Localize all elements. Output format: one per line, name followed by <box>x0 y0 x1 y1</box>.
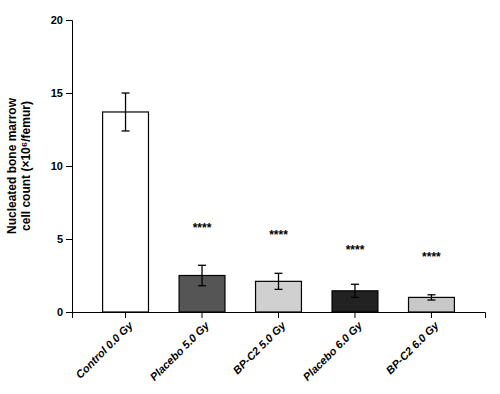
error-bar-cap <box>122 130 130 131</box>
tick: Placebo 6.0 Gy <box>300 312 364 383</box>
error-bar-stem <box>278 273 279 289</box>
error-bar-stem <box>431 295 432 300</box>
error-bar-cap <box>351 297 359 298</box>
y-axis-title-line: Nucleated bone marrow <box>5 97 19 234</box>
tick: 5 <box>57 233 72 245</box>
error-bar-cap <box>427 294 435 295</box>
tick-mark <box>66 93 72 94</box>
tick-mark <box>125 312 126 318</box>
bar <box>103 112 149 312</box>
error-bar-cap <box>198 285 206 286</box>
error-bar <box>351 284 359 297</box>
tick-mark <box>202 312 203 318</box>
x-axis: Control 0.0 GyPlacebo 5.0 Gy BP-C2 5.0 Gy… <box>73 312 486 383</box>
tick: 20 <box>51 14 72 26</box>
tick-label: 10 <box>51 160 63 172</box>
bar <box>409 297 455 312</box>
tick: Control 0.0 Gy <box>73 312 135 381</box>
error-bar-cap <box>122 92 130 93</box>
tick-mark <box>431 312 432 318</box>
tick-label: 5 <box>57 233 63 245</box>
error-bar <box>198 265 206 285</box>
error-bar-stem <box>201 265 202 285</box>
error-bar <box>427 295 435 300</box>
tick-label: Placebo 5.0 Gy <box>148 318 212 382</box>
tick-mark <box>66 312 72 313</box>
tick-mark <box>66 20 72 21</box>
tick-mark <box>66 239 72 240</box>
y-axis-title-line: cell count (×10⁶/femur) <box>19 101 33 231</box>
significance-label: **** <box>193 221 212 235</box>
tick: BP-C2 5.0 Gy <box>230 312 288 376</box>
tick-mark <box>66 166 72 167</box>
error-bar-stem <box>354 284 355 297</box>
tick: Placebo 5.0 Gy <box>148 312 212 383</box>
y-axis: 0 5 10 15 20 <box>51 14 73 318</box>
tick: 0 <box>57 306 72 318</box>
significance-label: **** <box>422 250 441 264</box>
tick-label: Placebo 6.0 Gy <box>300 318 364 382</box>
error-bar-cap <box>275 273 283 274</box>
tick-mark <box>354 312 355 318</box>
marks <box>103 93 455 312</box>
chart: 0 5 10 15 20 Control 0.0 GyPlacebo 5.0 Gy BP-C… <box>0 0 500 394</box>
significance-label: **** <box>346 243 365 257</box>
tick-label: 20 <box>51 14 63 26</box>
tick-label: BP-C2 5.0 Gy <box>230 318 288 376</box>
significance-label: **** <box>269 228 288 242</box>
error-bar <box>122 93 130 131</box>
tick-label: Control 0.0 Gy <box>73 318 135 380</box>
annotations: **** **** **** **** <box>193 221 441 264</box>
error-bar-cap <box>351 284 359 285</box>
tick-mark <box>278 312 279 318</box>
axis-line <box>66 21 73 313</box>
axis-line <box>73 313 486 319</box>
tick: BP-C2 6.0 Gy <box>383 312 441 376</box>
error-bar-cap <box>427 299 435 300</box>
plot: 0 5 10 15 20 Control 0.0 GyPlacebo 5.0 Gy BP-C… <box>51 14 486 383</box>
tick: 15 <box>51 87 72 99</box>
error-bar <box>275 273 283 289</box>
error-bar-stem <box>125 93 126 131</box>
y-axis-title: Nucleated bone marrowcell count (×10⁶/fe… <box>5 97 33 234</box>
error-bar-cap <box>275 289 283 290</box>
error-bar-cap <box>198 265 206 266</box>
tick-label: 15 <box>51 87 63 99</box>
tick: 10 <box>51 160 72 172</box>
tick-label: 0 <box>57 306 63 318</box>
tick-label: BP-C2 6.0 Gy <box>383 318 441 376</box>
